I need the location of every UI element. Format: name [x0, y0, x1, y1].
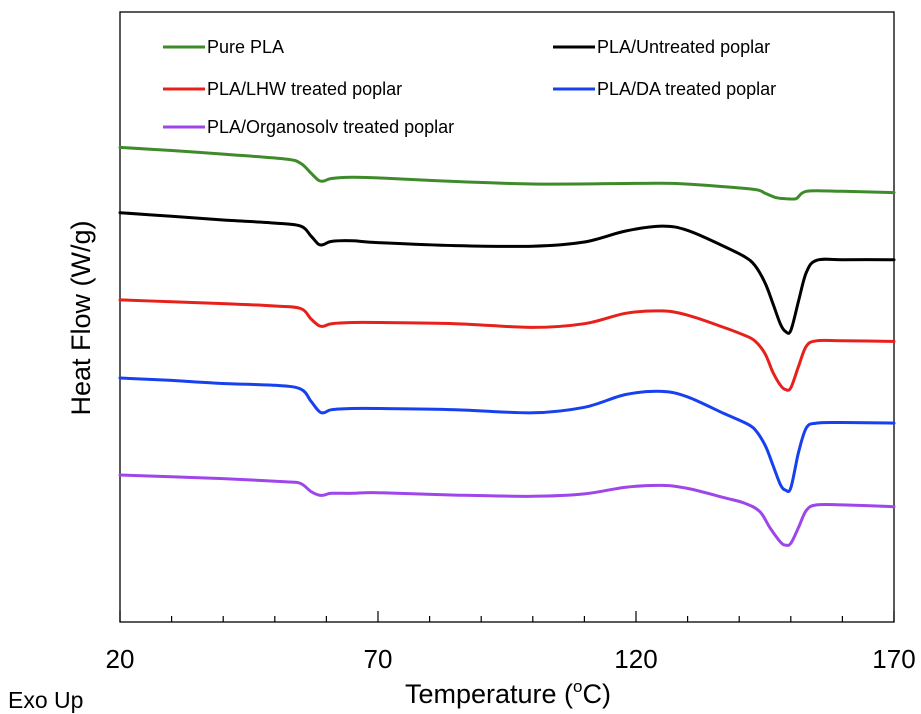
- series-layer: [118, 145, 896, 547]
- legend-label-pla-untreated-poplar: PLA/Untreated poplar: [597, 37, 770, 57]
- y-axis-title: Heat Flow (W/g): [66, 220, 96, 415]
- x-axis-title-unit: C): [583, 679, 612, 709]
- x-axis-title-superscript: o: [573, 677, 582, 696]
- legend-label-pla-organosolv-treated-poplar: PLA/Organosolv treated poplar: [207, 117, 454, 137]
- plot-frame: [119, 11, 895, 623]
- exo-up-note: Exo Up: [8, 687, 83, 713]
- x-tick-label-70: 70: [364, 644, 393, 674]
- x-axis-title: Temperature (oC): [405, 677, 611, 709]
- series-line-pure-pla: [118, 145, 896, 201]
- legend-label-pure-pla: Pure PLA: [207, 37, 284, 57]
- x-axis-title-main: Temperature (: [405, 679, 573, 709]
- series-line-pla-da-treated-poplar: [118, 376, 896, 494]
- x-axis-ticks: 20 70 120 170: [106, 611, 916, 674]
- x-tick-label-120: 120: [614, 644, 657, 674]
- legend-label-pla-lhw-treated-poplar: PLA/LHW treated poplar: [207, 79, 402, 99]
- legend: Pure PLA PLA/Untreated poplar PLA/LHW trea…: [163, 37, 776, 137]
- series-line-pla-lhw-treated-poplar: [118, 298, 896, 392]
- legend-label-pla-da-treated-poplar: PLA/DA treated poplar: [597, 79, 776, 99]
- x-tick-label-170: 170: [872, 644, 915, 674]
- series-line-pla-untreated-poplar: [118, 211, 896, 335]
- series-line-pla-organosolv-treated-poplar: [118, 473, 896, 547]
- x-tick-label-20: 20: [106, 644, 135, 674]
